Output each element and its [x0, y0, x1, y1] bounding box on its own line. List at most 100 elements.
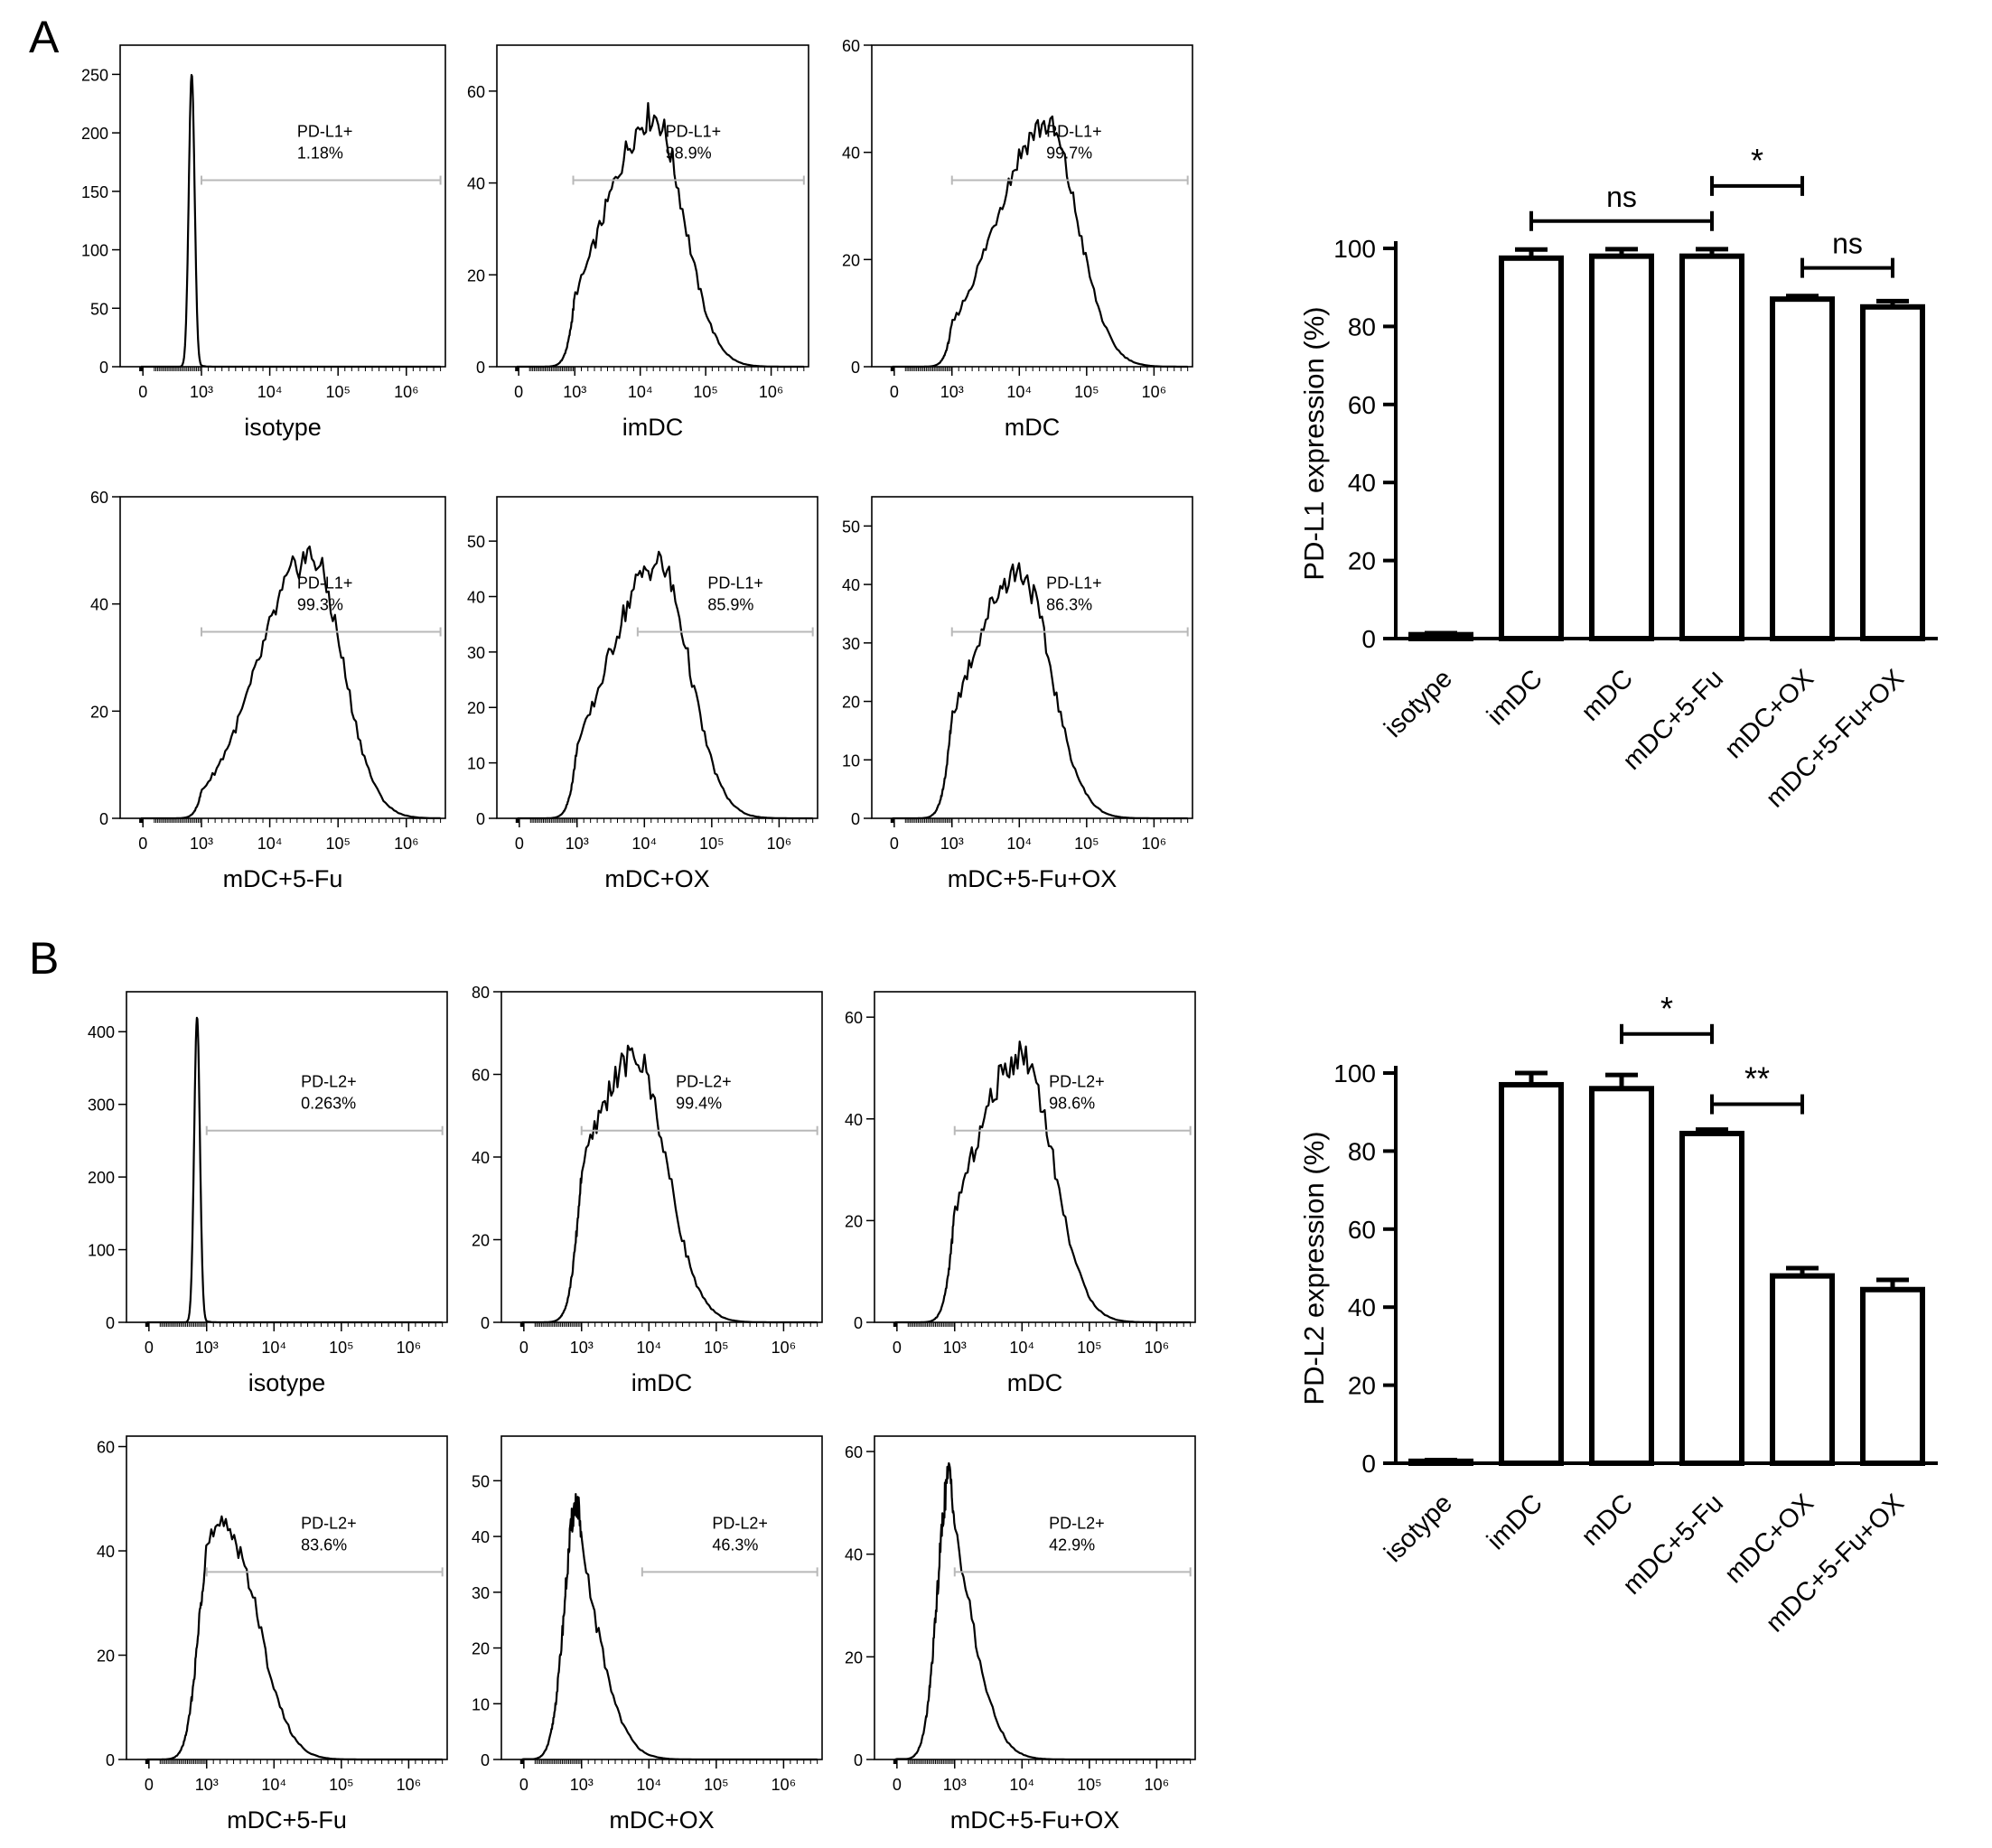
x-tick-label: 10³: [190, 835, 213, 853]
y-tick-label: 20: [90, 703, 108, 721]
histogram-imdc: 0 20 40 60 80 0 10³ 10⁴ 10⁵ 10⁶ imDC PD-L2+ 99.4%: [472, 984, 823, 1396]
x-tick-label: 10⁶: [1145, 1776, 1169, 1794]
histogram-sample-label: isotype: [248, 1369, 326, 1396]
y-tick-label: 60: [842, 37, 860, 55]
x-tick-label: 10⁴: [1009, 1339, 1034, 1357]
histogram-isotype: 0 50 100 150 200 250 0 10³ 10⁴ 10⁵ 10⁶ isotype PD-L1…: [81, 44, 446, 441]
y-tick-label: 0: [106, 1314, 115, 1332]
y-tick-label: 50: [842, 518, 860, 536]
histogram-frame: [874, 1435, 1196, 1760]
x-tick-label: 10⁶: [397, 1339, 421, 1357]
histogram-sample-label: mDC+5-Fu+OX: [948, 865, 1118, 892]
y-tick-label: 80: [1348, 313, 1376, 341]
y-tick-label: 40: [472, 1528, 490, 1546]
y-tick-label: 60: [1348, 1216, 1376, 1244]
histogram-sample-label: mDC+OX: [609, 1806, 714, 1834]
x-tick-label: 10⁶: [394, 383, 418, 401]
y-tick-label: 20: [845, 1212, 863, 1230]
y-tick-label: 20: [467, 266, 485, 285]
significance-label: *: [1660, 990, 1673, 1027]
histogram-frame: [500, 1435, 823, 1760]
x-tick-label: 10³: [563, 383, 586, 401]
y-tick-label: 0: [481, 1751, 490, 1769]
y-tick-label: 400: [88, 1023, 115, 1041]
y-tick-label: 50: [467, 533, 485, 551]
y-tick-label: 0: [99, 359, 108, 377]
gate-percent: 98.9%: [666, 145, 712, 163]
histogram-mdc-5-fu: 0 20 40 60 0 10³ 10⁴ 10⁵ 10⁶ mDC+5-Fu PD-L1+ 99.3%: [90, 489, 446, 892]
y-axis-title: PD-L2 expression (%): [1298, 1131, 1330, 1405]
gate-percent: 86.3%: [1046, 596, 1092, 614]
x-tick-label: 10⁵: [1074, 383, 1099, 401]
histogram-sample-label: mDC+5-Fu+OX: [950, 1806, 1120, 1834]
x-tick-label: 10³: [195, 1339, 219, 1357]
gate-label: PD-L2+: [1049, 1073, 1105, 1091]
y-tick-label: 40: [845, 1546, 863, 1564]
y-tick-label: 20: [1348, 1372, 1376, 1400]
x-tick-label: 10⁵: [699, 835, 724, 853]
gate-percent: 99.3%: [297, 596, 343, 614]
y-tick-label: 300: [88, 1097, 115, 1115]
y-tick-label: 20: [1348, 547, 1376, 575]
gate-label: PD-L2+: [676, 1073, 732, 1091]
y-tick-label: 40: [842, 145, 860, 163]
x-tick-label: 0: [893, 1339, 902, 1357]
gate-percent: 99.7%: [1046, 145, 1092, 163]
bar-mdc-5-fu: [1679, 1130, 1744, 1466]
histogram-mdc: 0 20 40 60 0 10³ 10⁴ 10⁵ 10⁶ mDC PD-L2+ 98.6%: [845, 991, 1196, 1396]
x-tick-label: 10⁵: [1074, 835, 1099, 853]
y-tick-label: 0: [854, 1751, 863, 1769]
gate-percent: 42.9%: [1049, 1535, 1095, 1554]
histogram-curve: [140, 73, 441, 369]
histogram-sample-label: mDC: [1007, 1369, 1063, 1396]
y-tick-label: 40: [467, 175, 485, 193]
x-tick-label: 10⁴: [636, 1339, 661, 1357]
y-tick-label: 0: [106, 1751, 115, 1769]
x-tick-label: 0: [519, 1776, 528, 1794]
significance-label: *: [1751, 142, 1763, 179]
y-tick-label: 0: [99, 810, 108, 828]
gate-percent: 85.9%: [707, 596, 753, 614]
gate-label: PD-L2+: [1049, 1514, 1105, 1532]
significance-bracket: ns: [1800, 228, 1894, 278]
histogram-mdc-5-fu-ox: 0 20 40 60 0 10³ 10⁴ 10⁵ 10⁶ mDC+5-Fu+OX PD-L2+ 42.…: [845, 1435, 1196, 1834]
y-tick-label: 150: [81, 183, 108, 201]
panel-letter-b: B: [29, 933, 59, 984]
y-tick-label: 60: [472, 1067, 490, 1085]
y-tick-label: 20: [842, 694, 860, 712]
histogram-frame: [871, 496, 1193, 819]
x-tick-label: 0: [138, 835, 147, 853]
y-tick-label: 40: [1348, 1293, 1376, 1321]
histogram-mdc-ox: 0 10 20 30 40 50 0 10³ 10⁴ 10⁵ 10⁶ mDC+OX PD-L1+ 85.9…: [467, 496, 818, 892]
x-tick-label: 10⁴: [257, 383, 283, 401]
y-tick-label: 60: [845, 1009, 863, 1027]
y-tick-label: 40: [90, 596, 108, 614]
y-tick-label: 40: [842, 576, 860, 594]
gate-label: PD-L1+: [707, 574, 763, 593]
bar-mdc: [1589, 253, 1654, 641]
significance-label: ns: [1606, 181, 1637, 213]
gate-label: PD-L1+: [297, 574, 353, 593]
significance-bracket: *: [1710, 142, 1804, 196]
x-tick-label: 10⁵: [329, 1776, 353, 1794]
y-tick-label: 40: [97, 1543, 115, 1561]
histogram-curve: [520, 1492, 818, 1761]
x-tick-label: 0: [145, 1339, 154, 1357]
x-tick-label: 10⁶: [397, 1776, 421, 1794]
x-tick-label: 10³: [566, 835, 589, 853]
x-tick-label: 10⁶: [394, 835, 418, 853]
y-tick-label: 40: [1348, 469, 1376, 497]
histogram-curve: [893, 1461, 1191, 1761]
significance-bracket: **: [1710, 1060, 1804, 1115]
histogram-frame: [496, 496, 818, 819]
histogram-curve: [520, 1044, 818, 1324]
significance-label: ns: [1832, 228, 1863, 260]
x-tick-label: 10⁶: [772, 1776, 796, 1794]
histogram-imdc: 0 20 40 60 0 10³ 10⁴ 10⁵ 10⁶ imDC PD-L1+ 98.9%: [467, 44, 809, 441]
y-tick-label: 40: [472, 1149, 490, 1167]
histogram-sample-label: mDC+5-Fu: [227, 1806, 347, 1834]
y-tick-label: 80: [1348, 1137, 1376, 1165]
bar-mdc-5-fu-ox: [1860, 1286, 1925, 1467]
histogram-curve: [516, 101, 804, 369]
